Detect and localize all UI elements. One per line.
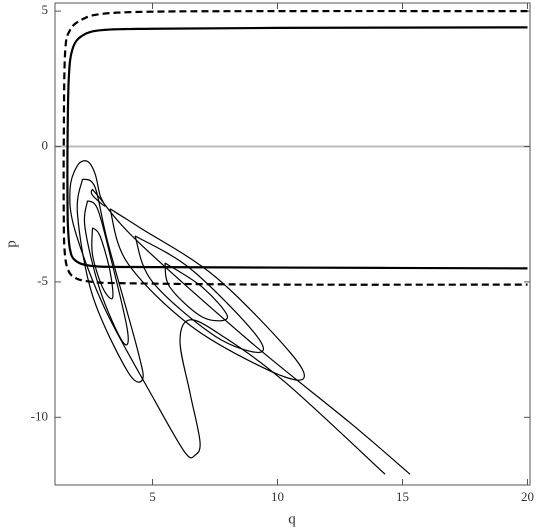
curve [91, 227, 114, 300]
curve [109, 208, 305, 381]
curve [83, 200, 129, 346]
curve [76, 178, 144, 383]
x-tick-label: 20 [521, 489, 534, 504]
curve [69, 160, 411, 475]
y-tick-label: -10 [31, 408, 48, 423]
x-axis-label: q [288, 511, 296, 527]
curve [164, 262, 229, 322]
y-tick-label: -5 [37, 273, 48, 288]
curve [134, 235, 265, 353]
x-tick-label: 10 [271, 489, 284, 504]
y-tick-label: 0 [42, 138, 49, 153]
x-tick-label: 5 [149, 489, 156, 504]
plot-frame [54, 2, 531, 486]
y-axis-label: p [3, 240, 19, 248]
curve [66, 26, 528, 270]
x-tick-label: 15 [396, 489, 409, 504]
curve [62, 9, 528, 286]
y-tick-label: 5 [42, 2, 49, 17]
